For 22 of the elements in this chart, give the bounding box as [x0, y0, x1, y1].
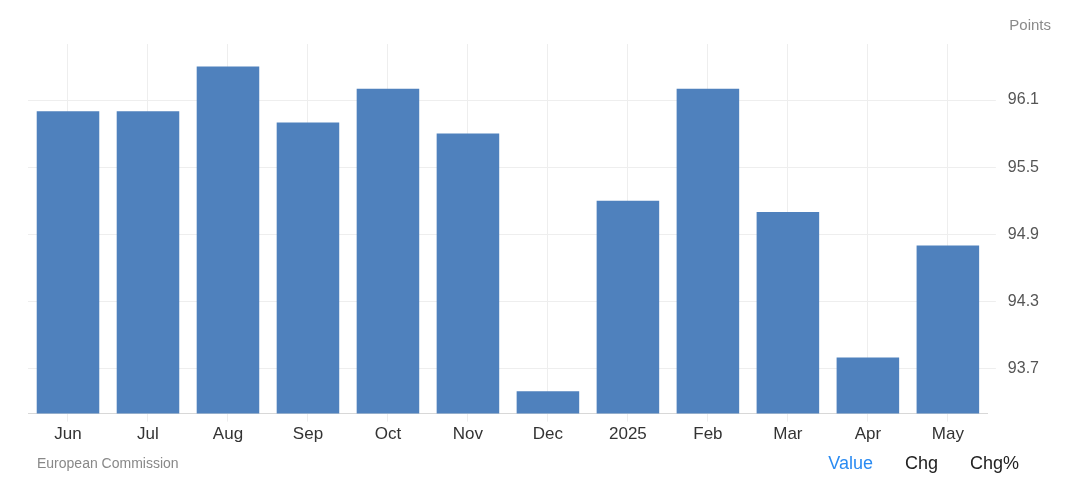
x-tick-label: Aug: [212, 424, 244, 444]
x-tick-label: Jun: [54, 424, 82, 444]
x-tick-label: Sep: [292, 424, 324, 444]
text: Chg%: [969, 452, 1019, 474]
x-tick-label: May: [931, 424, 965, 444]
text: Chg: [904, 452, 938, 474]
y-tick-label: 94.3: [1007, 292, 1040, 310]
x-tick-label: Feb: [693, 424, 723, 444]
y-tick-label: 93.7: [1007, 359, 1040, 377]
x-tick-label: 2025: [609, 424, 647, 444]
x-tick-label: Apr: [854, 424, 882, 444]
y-tick-label: 96.1: [1007, 90, 1040, 108]
y-axis-title: Points: [1009, 15, 1051, 33]
y-tick-label: 95.5: [1007, 157, 1040, 175]
text: European Commission: [37, 455, 179, 471]
x-tick-label: Mar: [773, 424, 803, 444]
y-tick-label: 94.9: [1007, 224, 1040, 242]
x-tick-label: Nov: [452, 424, 484, 444]
x-tick-label: Jul: [137, 424, 159, 444]
text: Value: [828, 452, 873, 474]
x-tick-label: Oct: [374, 424, 402, 444]
x-tick-label: Dec: [532, 424, 564, 444]
